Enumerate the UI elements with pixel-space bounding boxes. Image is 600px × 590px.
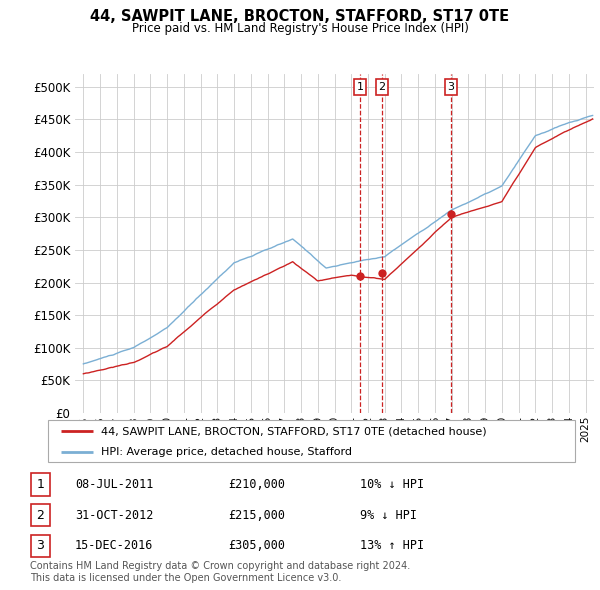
Text: £305,000: £305,000	[228, 539, 285, 552]
FancyBboxPatch shape	[31, 473, 50, 496]
Text: 31-OCT-2012: 31-OCT-2012	[75, 509, 154, 522]
Text: 08-JUL-2011: 08-JUL-2011	[75, 478, 154, 491]
Text: 2: 2	[379, 82, 385, 92]
Text: 3: 3	[448, 82, 455, 92]
Text: 13% ↑ HPI: 13% ↑ HPI	[360, 539, 424, 552]
Text: 44, SAWPIT LANE, BROCTON, STAFFORD, ST17 0TE: 44, SAWPIT LANE, BROCTON, STAFFORD, ST17…	[91, 9, 509, 24]
Text: 1: 1	[37, 478, 44, 491]
Text: 1: 1	[356, 82, 364, 92]
FancyBboxPatch shape	[31, 504, 50, 526]
Text: Price paid vs. HM Land Registry's House Price Index (HPI): Price paid vs. HM Land Registry's House …	[131, 22, 469, 35]
Text: 10% ↓ HPI: 10% ↓ HPI	[360, 478, 424, 491]
Text: Contains HM Land Registry data © Crown copyright and database right 2024.
This d: Contains HM Land Registry data © Crown c…	[30, 561, 410, 583]
Text: 9% ↓ HPI: 9% ↓ HPI	[360, 509, 417, 522]
Text: HPI: Average price, detached house, Stafford: HPI: Average price, detached house, Staf…	[101, 447, 352, 457]
Text: £215,000: £215,000	[228, 509, 285, 522]
Text: 2: 2	[37, 509, 44, 522]
Text: 15-DEC-2016: 15-DEC-2016	[75, 539, 154, 552]
Text: £210,000: £210,000	[228, 478, 285, 491]
Text: 44, SAWPIT LANE, BROCTON, STAFFORD, ST17 0TE (detached house): 44, SAWPIT LANE, BROCTON, STAFFORD, ST17…	[101, 427, 487, 436]
FancyBboxPatch shape	[31, 535, 50, 557]
Text: 3: 3	[37, 539, 44, 552]
FancyBboxPatch shape	[48, 420, 575, 463]
